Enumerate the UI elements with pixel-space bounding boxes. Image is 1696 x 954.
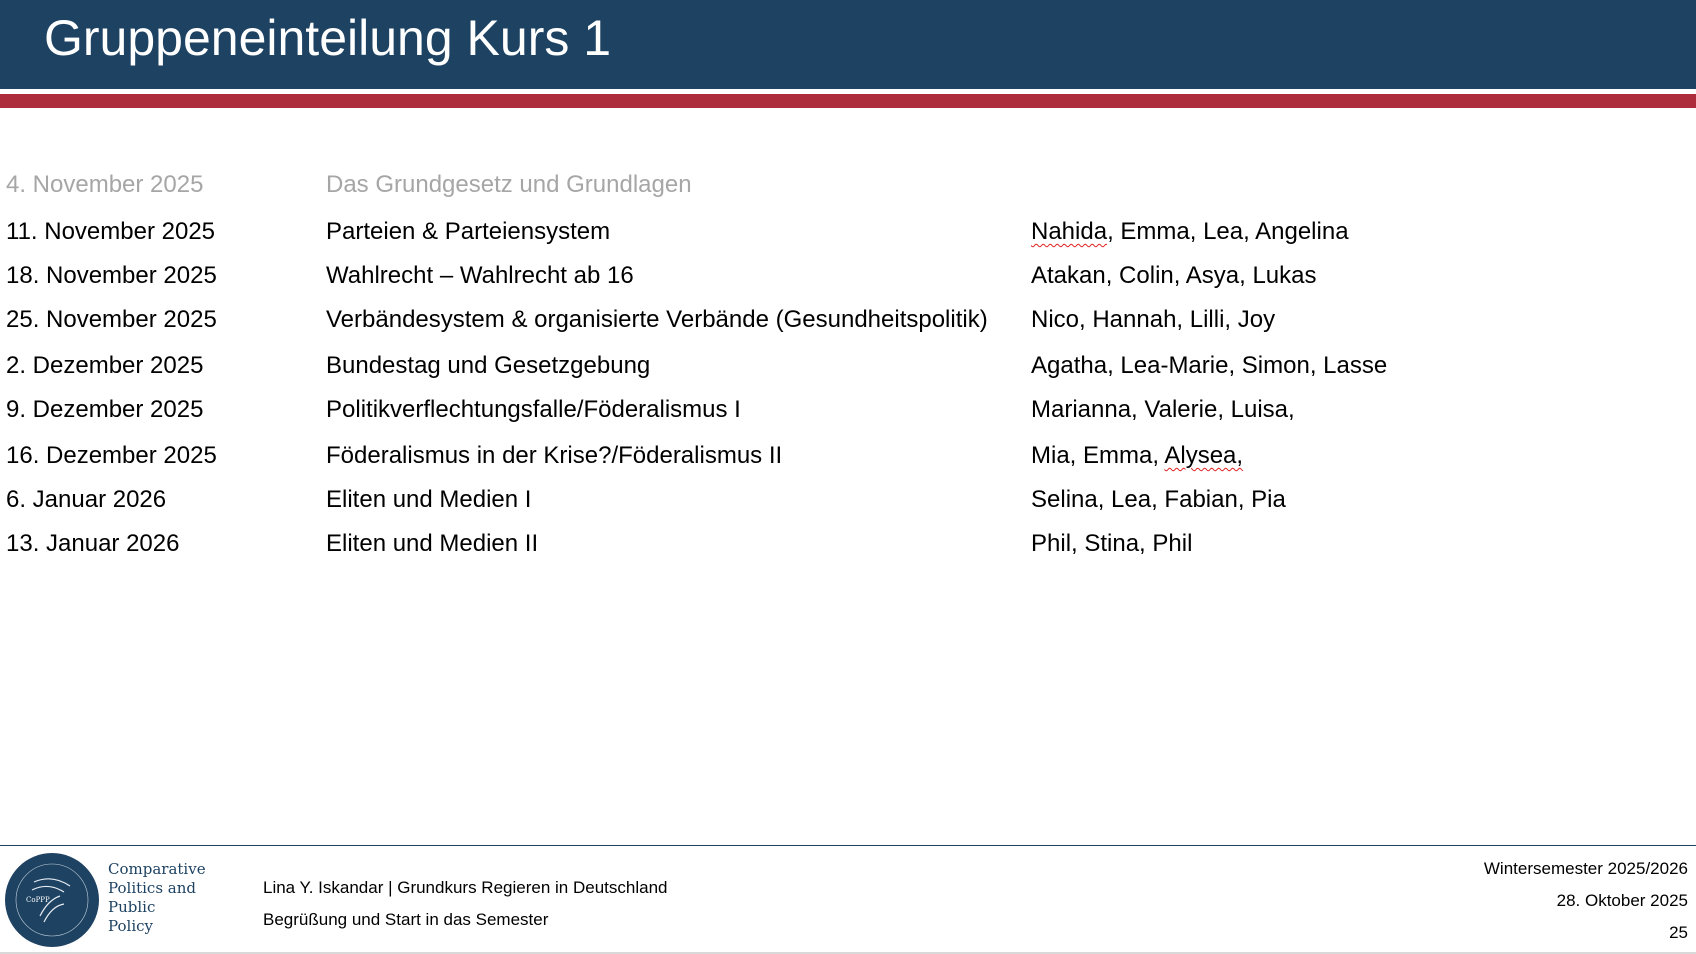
footer-session-title: Begrüßung und Start in das Semester	[263, 910, 549, 929]
footer-divider	[0, 845, 1696, 846]
session-topic: Bundestag und Gesetzgebung	[326, 352, 651, 379]
session-date: 4. November 2025	[6, 171, 204, 198]
accent-bar	[0, 94, 1696, 108]
group-members: Nico, Hannah, Lilli, Joy	[1031, 306, 1276, 333]
session-group: Phil, Stina, Phil	[1031, 529, 1192, 559]
session-topic: Parteien & Parteiensystem	[326, 218, 611, 245]
coppp-logo-seal-icon: CoPPP	[5, 853, 99, 947]
group-members: Mia, Emma,	[1031, 442, 1165, 469]
session-topic: Föderalismus in der Krise?/Föderalismus …	[326, 442, 783, 469]
session-group: Agatha, Lea-Marie, Simon, Lasse	[1031, 351, 1387, 381]
footer-date: 28. Oktober 2025	[1556, 891, 1688, 910]
session-topic: Das Grundgesetz und Grundlagen	[326, 171, 692, 198]
footer-author-course: Lina Y. Iskandar | Grundkurs Regieren in…	[263, 878, 668, 897]
group-members: Atakan, Colin, Asya, Lukas	[1031, 262, 1317, 289]
slide-title: Gruppeneinteilung Kurs 1	[44, 10, 612, 66]
group-members: , Emma, Lea, Angelina	[1107, 218, 1349, 245]
logo-text-line: Politics and	[108, 879, 197, 897]
session-group: Nico, Hannah, Lilli, Joy	[1031, 305, 1275, 335]
group-member-misspelled: Alysea,	[1164, 442, 1244, 469]
session-group: Nahida, Emma, Lea, Angelina	[1031, 217, 1349, 247]
group-members: Phil, Stina, Phil	[1031, 530, 1193, 557]
logo-text-line: Policy	[108, 917, 153, 935]
group-members: Selina, Lea, Fabian, Pia	[1031, 486, 1286, 513]
session-topic: Wahlrecht – Wahlrecht ab 16	[326, 262, 634, 289]
footer-semester: Wintersemester 2025/2026	[1483, 859, 1688, 878]
session-group: Selina, Lea, Fabian, Pia	[1031, 485, 1286, 515]
session-topic: Politikverflechtungsfalle/Föderalismus I	[326, 396, 741, 423]
session-date: 9. Dezember 2025	[6, 396, 204, 423]
logo-text-line: Comparative	[108, 860, 206, 878]
session-group: Marianna, Valerie, Luisa,	[1031, 395, 1295, 425]
session-date: 18. November 2025	[6, 262, 217, 289]
page-number: 25	[1669, 923, 1688, 942]
group-member-misspelled: Nahida	[1031, 218, 1108, 245]
session-group: Mia, Emma, Alysea,	[1031, 441, 1243, 471]
group-members: Marianna, Valerie, Luisa,	[1031, 396, 1295, 423]
session-group: Atakan, Colin, Asya, Lukas	[1031, 261, 1317, 291]
logo-wordmark: Comparative Politics and Public Policy	[108, 860, 206, 936]
session-date: 6. Januar 2026	[6, 486, 167, 513]
session-topic: Verbändesystem & organisierte Verbände (…	[326, 306, 988, 333]
session-date: 2. Dezember 2025	[6, 352, 204, 379]
logo-text-line: Public	[108, 898, 156, 916]
session-topic: Eliten und Medien I	[326, 486, 532, 513]
svg-text:CoPPP: CoPPP	[26, 896, 50, 904]
session-date: 11. November 2025	[6, 218, 216, 245]
session-date: 25. November 2025	[6, 306, 217, 333]
session-topic: Eliten und Medien II	[326, 530, 539, 557]
bottom-edge	[0, 952, 1696, 954]
session-date: 13. Januar 2026	[6, 530, 180, 557]
slide-header: Gruppeneinteilung Kurs 1	[0, 0, 1696, 89]
group-members: Agatha, Lea-Marie, Simon, Lasse	[1031, 352, 1388, 379]
session-date: 16. Dezember 2025	[6, 442, 217, 469]
